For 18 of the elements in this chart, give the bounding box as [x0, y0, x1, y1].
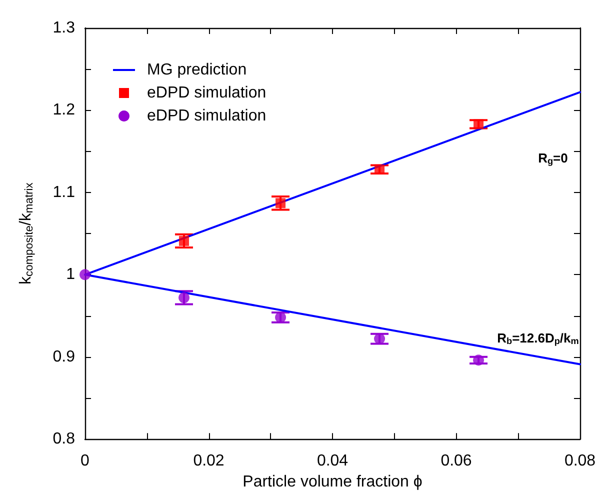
legend-label: eDPD simulation — [147, 108, 266, 124]
y-tick-label: 0.8 — [52, 430, 76, 448]
annotation: Rg=0 — [538, 150, 568, 166]
y-axis-title: kcomposite/kmatrix — [17, 182, 36, 284]
x-tick-label: 0.02 — [193, 452, 224, 470]
x-tick-label: 0.04 — [316, 452, 348, 470]
y-tick-label: 1 — [66, 266, 76, 284]
y-tick-label: 1.1 — [52, 184, 76, 201]
legend-label: MG prediction — [147, 62, 247, 78]
y-tick-label: 1.3 — [52, 20, 76, 36]
annotation: Rb=12.6Dp/km — [497, 330, 579, 346]
x-tick-label: 0.08 — [564, 452, 596, 470]
x-tick-label: 0.06 — [440, 452, 472, 470]
legend-label: eDPD simulation — [147, 84, 266, 102]
y-tick-label: 1.2 — [52, 102, 76, 119]
x-tick-label: 0 — [80, 452, 90, 470]
y-tick-label: 0.9 — [52, 348, 76, 366]
x-axis-title: Particle volume fraction ϕ — [242, 474, 422, 490]
